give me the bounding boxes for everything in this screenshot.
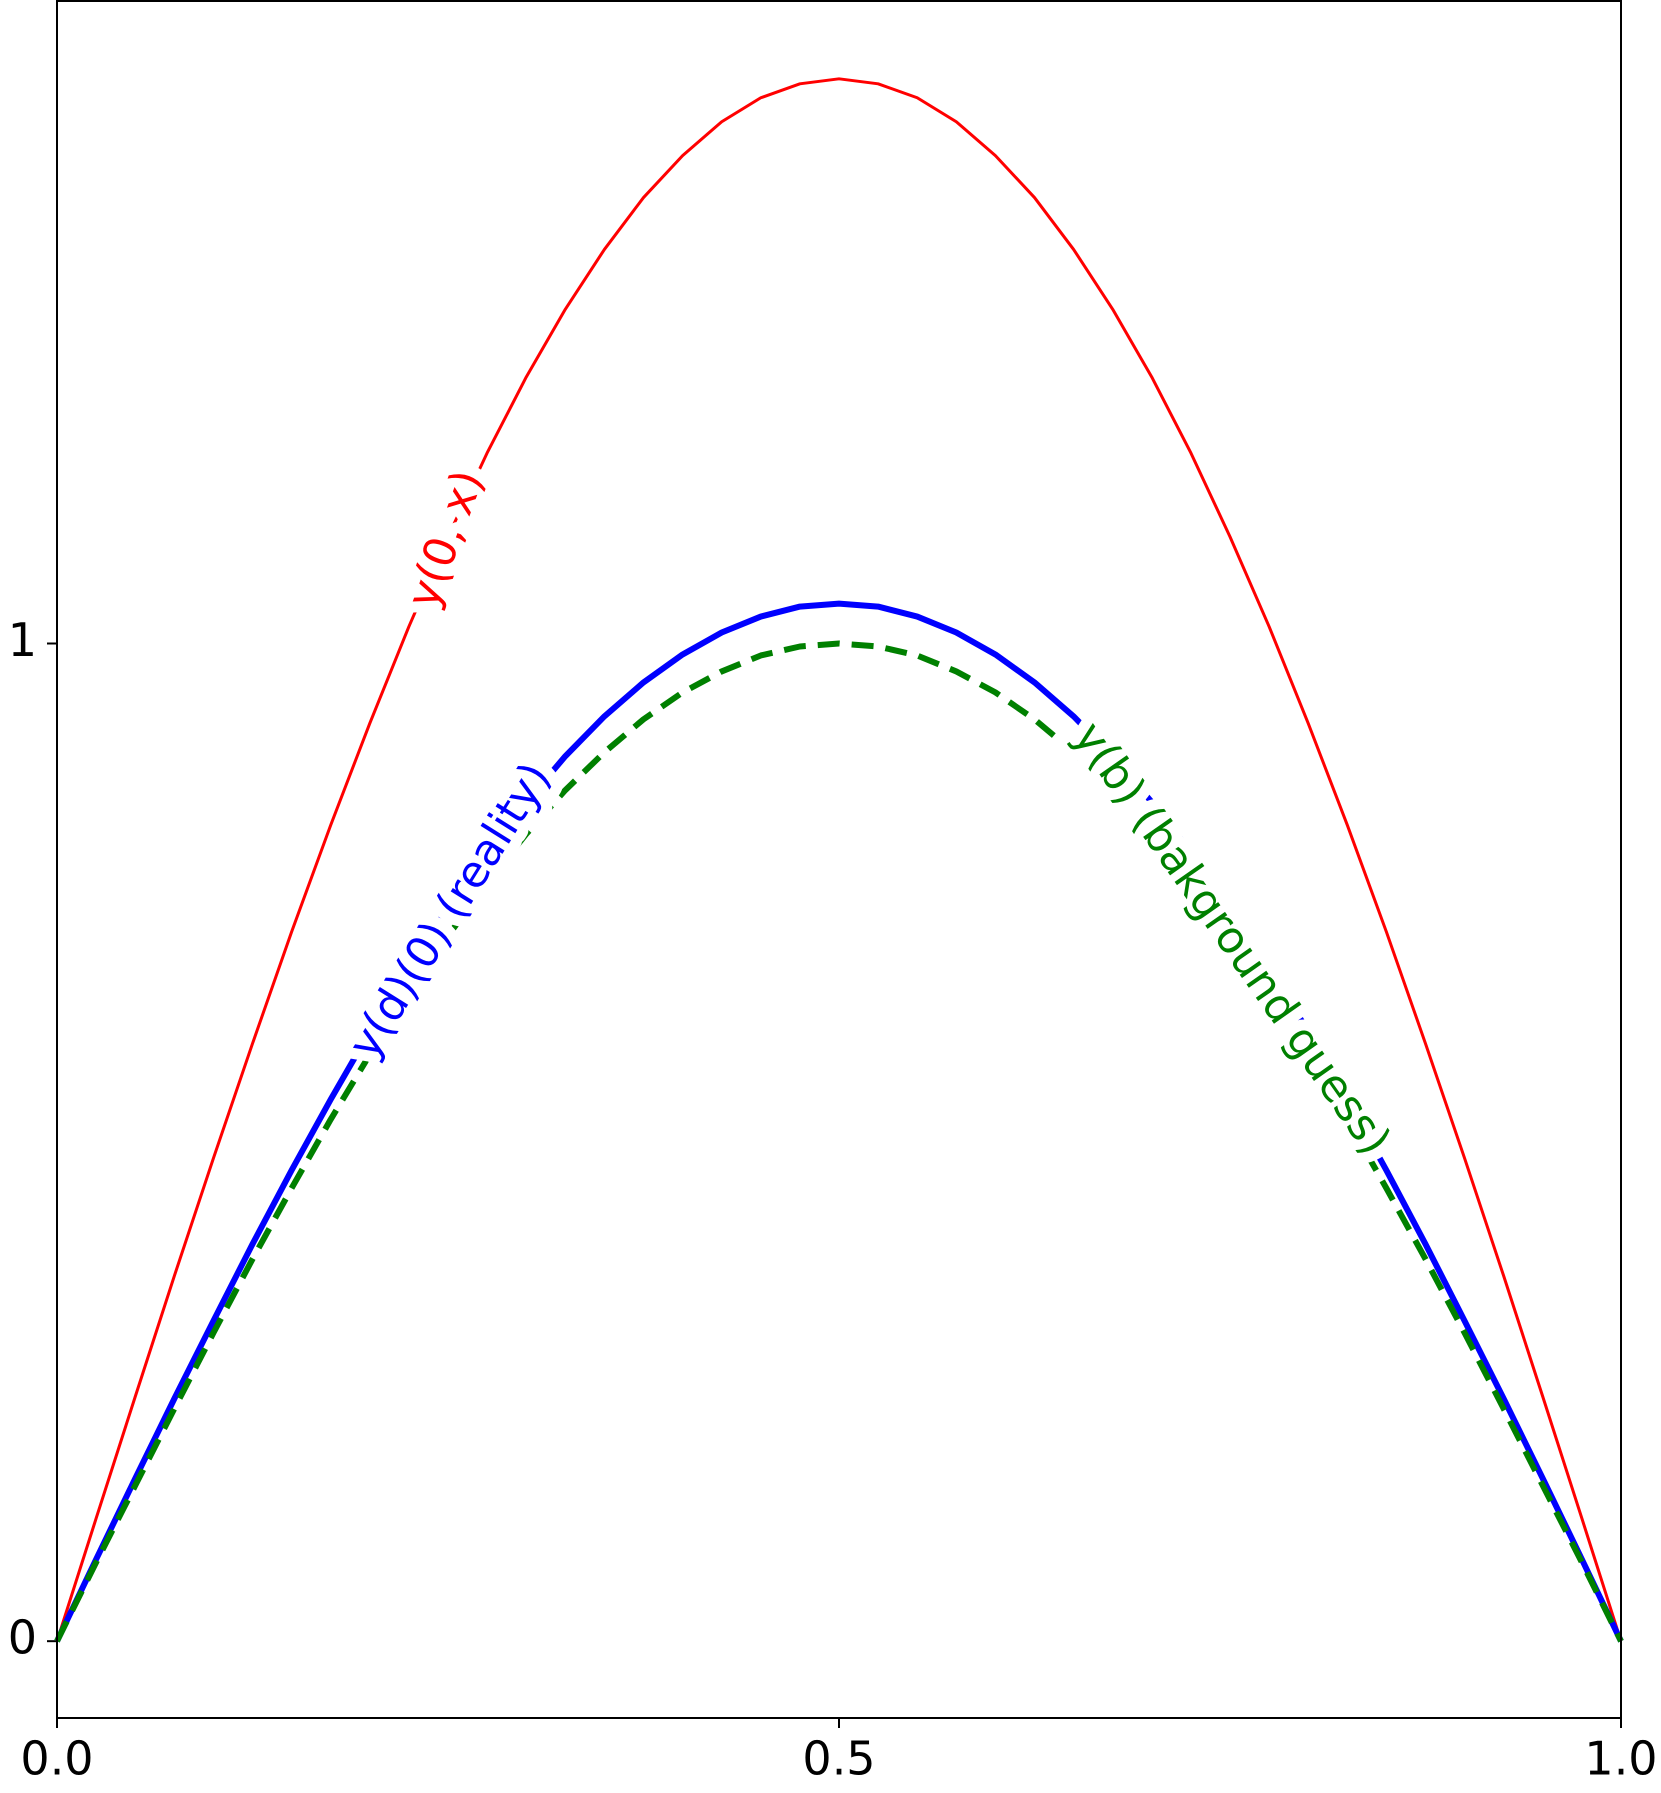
y-tick-label: 0: [8, 1611, 37, 1665]
x-tick-label: 0.0: [20, 1732, 93, 1786]
series-line: [54, 640, 1624, 1643]
x-tick-label: 1.0: [1584, 1732, 1657, 1786]
x-tick-label: 0.5: [802, 1732, 875, 1786]
curve-label: y(0, x): [397, 464, 494, 615]
series-line: [55, 77, 1623, 1642]
y-tick-label: 1: [8, 613, 37, 667]
plot-frame: [56, 0, 1622, 1719]
curve-label: y(d)(0) (reality): [339, 754, 561, 1068]
series-line: [54, 600, 1624, 1643]
curve-label: y(b) (bakground guess): [1063, 713, 1400, 1164]
